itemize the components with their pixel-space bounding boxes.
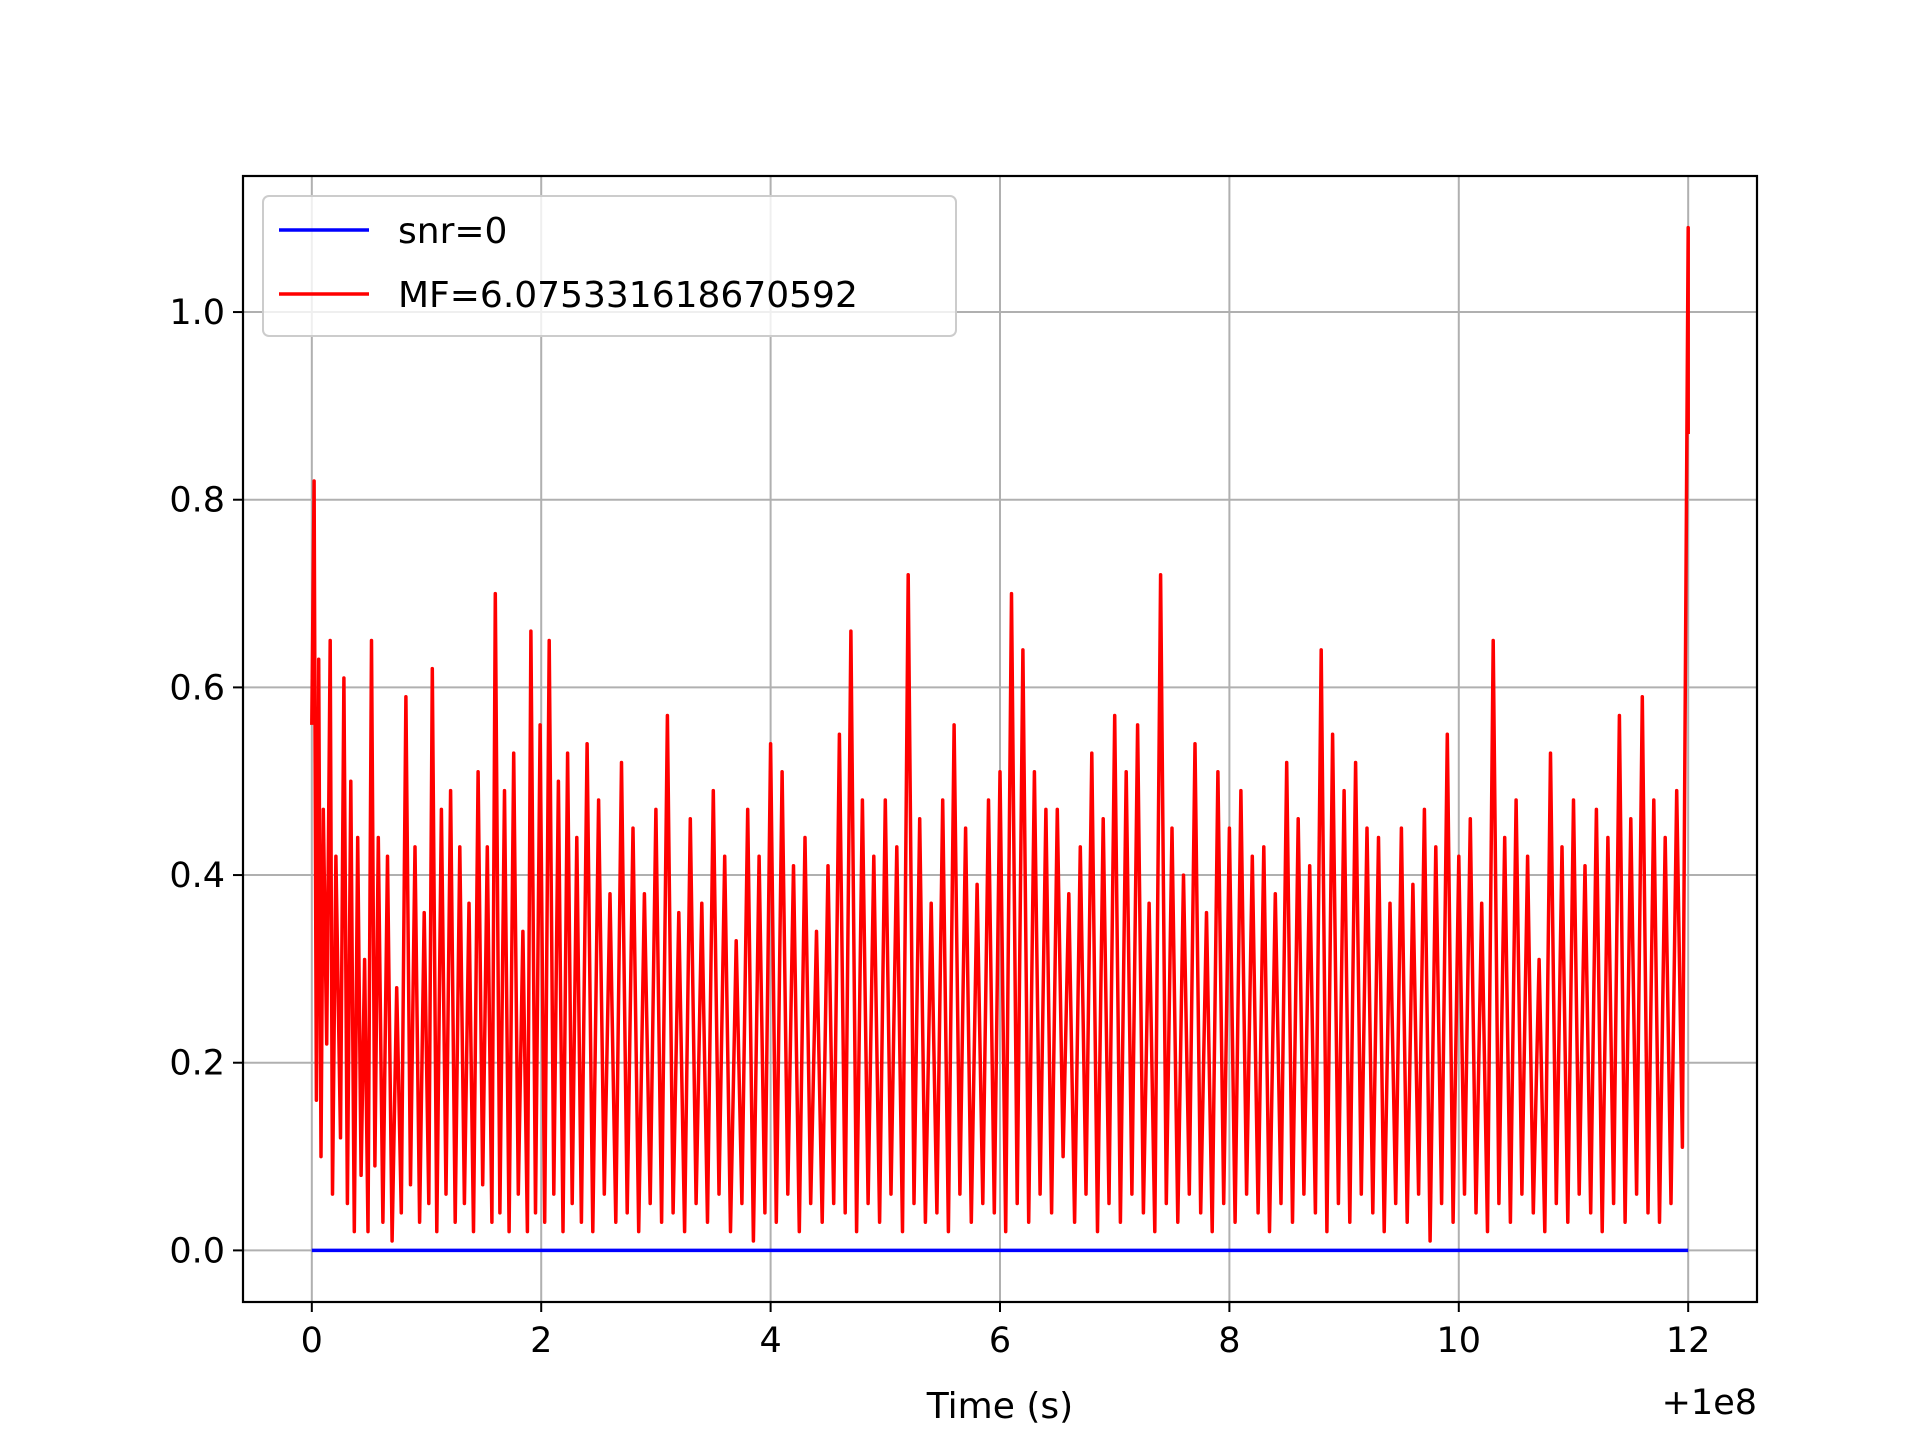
series-layer <box>310 225 1690 1253</box>
y-tick-label: 0.8 <box>169 481 225 521</box>
x-tick-label: 8 <box>1218 1321 1240 1361</box>
x-tick-label: 10 <box>1437 1321 1482 1361</box>
series-line-mf <box>310 225 1690 1243</box>
x-tick-label: 2 <box>530 1321 552 1361</box>
ticks: 0 2 4 6 8 10 12 0.0 0.2 0.4 0.6 0.8 1.0 <box>169 293 1710 1361</box>
x-tick-label: 6 <box>989 1321 1011 1361</box>
legend: snr=0 MF=6.075331618670592 <box>262 195 957 337</box>
x-tick-label: 4 <box>759 1321 781 1361</box>
y-tick-label: 0.6 <box>169 668 225 708</box>
legend-label-mf: MF=6.075331618670592 <box>398 275 858 316</box>
legend-box <box>262 195 957 337</box>
y-tick-label: 1.0 <box>169 293 225 333</box>
legend-label-snr: snr=0 <box>398 211 507 252</box>
x-tick-label: 0 <box>301 1321 323 1361</box>
x-axis-offset-label: +1e8 <box>1662 1383 1757 1423</box>
y-tick-label: 0.2 <box>169 1044 225 1084</box>
y-tick-label: 0.0 <box>169 1231 225 1271</box>
x-tick-label: 12 <box>1666 1321 1711 1361</box>
x-axis-label: Time (s) <box>926 1386 1073 1427</box>
y-tick-label: 0.4 <box>169 856 225 896</box>
